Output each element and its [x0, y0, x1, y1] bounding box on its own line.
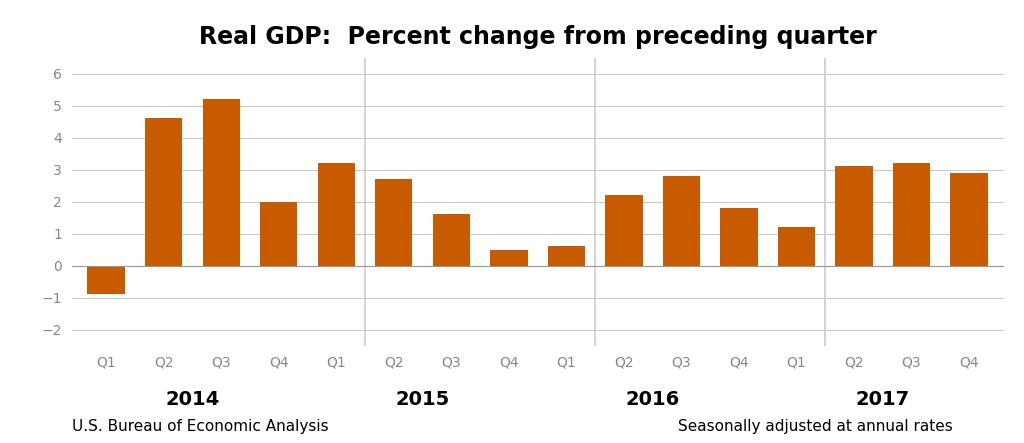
- Bar: [87, 265, 125, 294]
- Bar: [432, 214, 470, 265]
- Bar: [778, 227, 815, 265]
- Bar: [260, 202, 297, 265]
- Bar: [720, 208, 758, 265]
- Bar: [375, 179, 413, 265]
- Bar: [490, 249, 527, 265]
- Bar: [836, 167, 872, 265]
- Bar: [145, 118, 182, 265]
- Text: U.S. Bureau of Economic Analysis: U.S. Bureau of Economic Analysis: [72, 419, 329, 434]
- Bar: [950, 173, 988, 265]
- Bar: [548, 246, 585, 265]
- Bar: [605, 195, 643, 265]
- Bar: [663, 176, 700, 265]
- Title: Real GDP:  Percent change from preceding quarter: Real GDP: Percent change from preceding …: [199, 25, 877, 49]
- Text: 2016: 2016: [626, 390, 680, 409]
- Text: Seasonally adjusted at annual rates: Seasonally adjusted at annual rates: [678, 419, 952, 434]
- Bar: [893, 163, 930, 265]
- Bar: [203, 99, 240, 265]
- Text: 2015: 2015: [395, 390, 450, 409]
- Text: 2014: 2014: [165, 390, 219, 409]
- Text: 2017: 2017: [856, 390, 909, 409]
- Bar: [317, 163, 355, 265]
